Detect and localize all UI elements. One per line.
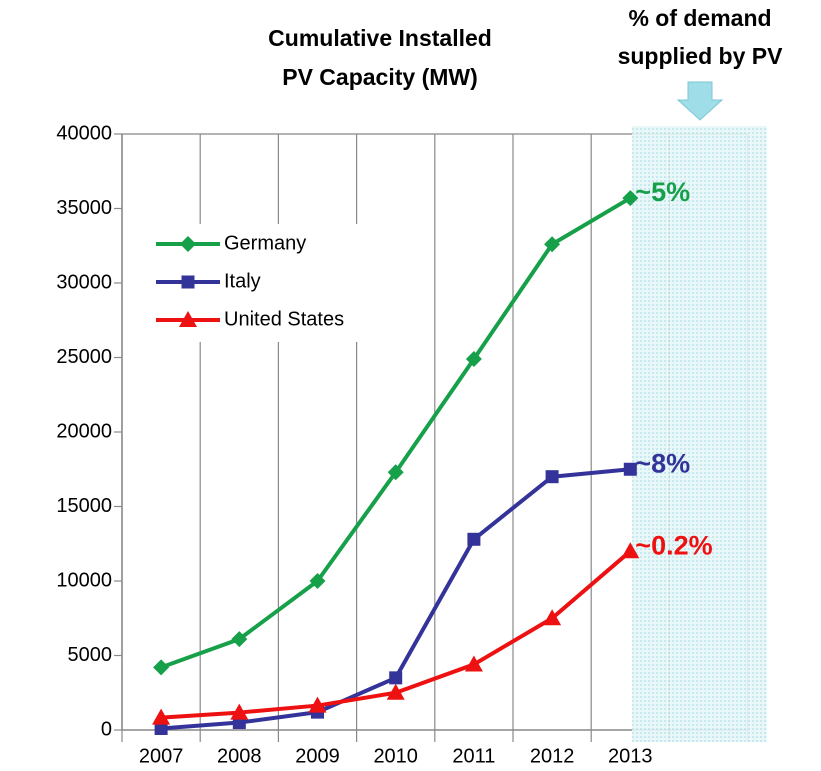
arrow — [676, 81, 724, 121]
grid: 0 5000 10000 15000 20000 25000 30000 35000 40000… — [56, 122, 749, 767]
marker — [153, 659, 170, 676]
marker — [622, 190, 639, 207]
chart-title: Cumulative Installed — [268, 25, 492, 51]
y-tick-label: 10000 — [56, 569, 112, 591]
x-tick-label: 2007 — [139, 745, 184, 767]
marker — [467, 532, 481, 546]
plot: ~5% ~8% ~0.2% Germany Italy United States — [148, 177, 713, 736]
marker — [389, 671, 403, 685]
legend-label: Germany — [224, 232, 306, 254]
marker — [181, 275, 195, 289]
marker — [309, 573, 326, 589]
subtitle: % of demand — [628, 5, 771, 31]
marker — [623, 462, 637, 476]
x-tick-label: 2010 — [373, 745, 418, 767]
highlight-region — [632, 126, 767, 742]
x-tick-label: 2008 — [217, 745, 262, 767]
x-tick-label: 2013 — [608, 745, 653, 767]
annotation: ~0.2% — [635, 530, 712, 560]
x-tick-label: 2011 — [452, 745, 495, 767]
marker — [152, 708, 171, 725]
marker — [387, 464, 404, 481]
y-tick-label: 0 — [101, 718, 112, 740]
marker — [543, 609, 562, 626]
y-tick-label: 40000 — [56, 122, 112, 144]
y-tick-label: 30000 — [56, 271, 112, 293]
marker — [545, 470, 559, 484]
marker — [154, 722, 168, 736]
marker — [308, 696, 327, 713]
annotation: ~8% — [635, 448, 690, 478]
marker — [621, 542, 640, 559]
chart-title: PV Capacity (MW) — [282, 64, 478, 90]
x-tick-label: 2009 — [295, 745, 340, 767]
legend-label: United States — [224, 308, 344, 330]
y-tick-label: 20000 — [56, 420, 112, 442]
y-tick-label: 25000 — [56, 346, 112, 368]
marker — [464, 655, 483, 672]
marker — [386, 683, 405, 700]
marker — [544, 236, 561, 253]
marker — [179, 311, 197, 327]
y-tick-label: 15000 — [56, 495, 112, 517]
x-tick-label: 2012 — [530, 745, 575, 767]
y-tick-label: 5000 — [68, 644, 113, 666]
marker — [180, 236, 196, 252]
annotation: ~5% — [635, 177, 690, 207]
marker — [230, 703, 249, 720]
marker — [231, 631, 248, 648]
subtitle: supplied by PV — [618, 43, 784, 69]
marker — [465, 350, 482, 367]
y-tick-label: 35000 — [56, 197, 112, 219]
legend-label: Italy — [224, 270, 261, 292]
